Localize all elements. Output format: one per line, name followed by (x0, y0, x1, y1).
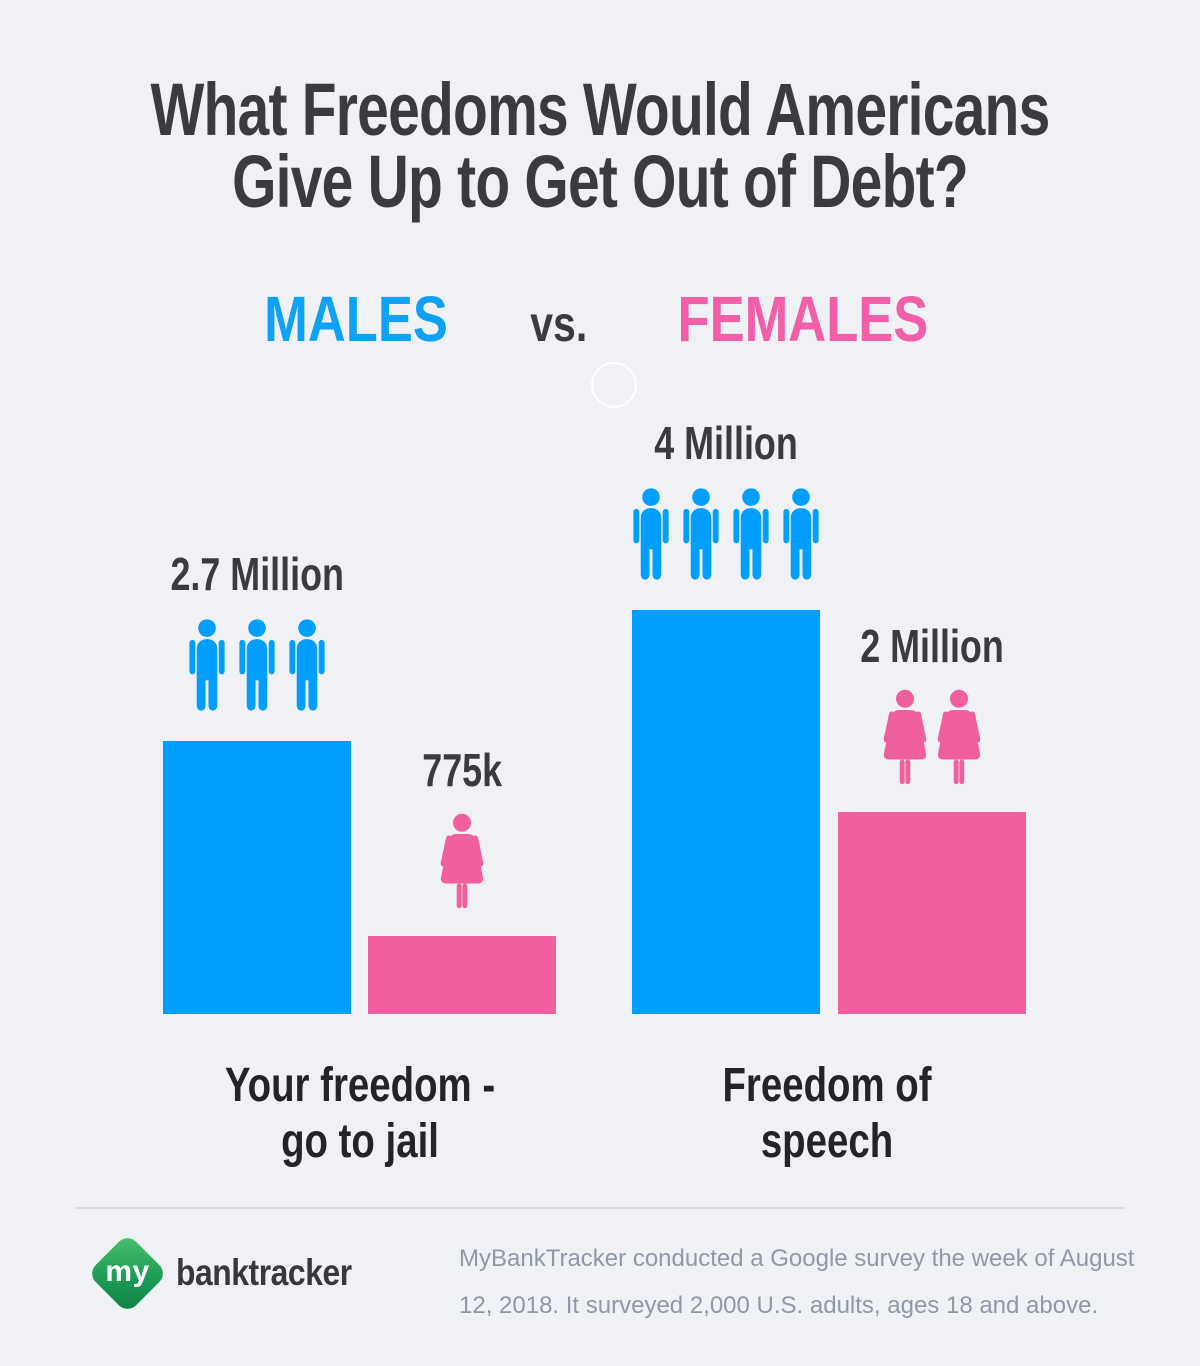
value-label-males-speech: 4 Million (654, 417, 798, 469)
male-person-icons-row (629, 486, 823, 586)
category-label-speech: Freedom of speech (667, 1058, 987, 1170)
category-label-speech-line-2: speech (760, 1115, 894, 1168)
male-person-icon (683, 488, 719, 580)
male-person-icon (289, 619, 325, 711)
logo-my-text: my (105, 1254, 150, 1288)
bar-chart: 2.7 Million 775k 4 M (163, 416, 1026, 1014)
footer-divider (75, 1207, 1125, 1209)
female-person-icon (883, 689, 927, 785)
value-label-males-jail: 2.7 Million (170, 548, 344, 600)
bar-females-speech (838, 812, 1026, 1014)
male-person-icon (733, 488, 769, 580)
male-person-icon (189, 619, 225, 711)
bar-males-speech (632, 610, 820, 1014)
male-person-icons-row (185, 617, 329, 717)
legend-vs-label: vs. (530, 296, 588, 352)
bar-column-females-speech: 2 Million (838, 619, 1026, 1014)
survey-note-line-1: MyBankTracker conducted a Google survey … (459, 1245, 1135, 1272)
male-person-icon (633, 488, 669, 580)
bar-females-jail (368, 936, 556, 1014)
legend-females-label: FEMALES (677, 283, 929, 355)
legend-males-label: MALES (264, 283, 449, 355)
page-title-line-1: What Freedoms Would Americans (150, 68, 1050, 151)
male-person-icon (783, 488, 819, 580)
bar-column-males-jail: 2.7 Million (163, 547, 351, 1014)
value-label-females-speech: 2 Million (860, 620, 1004, 672)
female-person-icons-row (438, 813, 486, 912)
category-label-jail-line-2: go to jail (281, 1115, 439, 1168)
bar-males-jail (163, 741, 351, 1014)
female-person-icon (440, 813, 484, 909)
value-label-females-jail: 775k (422, 744, 502, 796)
female-person-icon (937, 689, 981, 785)
logo-banktracker-text: banktracker (176, 1252, 352, 1293)
bar-column-males-speech: 4 Million (632, 416, 820, 1014)
watermark-circle (591, 362, 637, 408)
male-person-icon (239, 619, 275, 711)
category-label-jail-line-1: Your freedom - (224, 1059, 496, 1112)
page-title-line-2: Give Up to Get Out of Debt? (232, 140, 969, 223)
bar-column-females-jail: 775k (368, 743, 556, 1014)
female-person-icons-row (881, 689, 983, 788)
survey-note-line-2: 12, 2018. It surveyed 2,000 U.S. adults,… (459, 1292, 1099, 1319)
category-label-jail: Your freedom - go to jail (200, 1058, 520, 1170)
category-label-speech-line-1: Freedom of (722, 1059, 932, 1112)
page-title: What Freedoms Would Americans Give Up to… (138, 68, 1062, 223)
survey-note: MyBankTracker conducted a Google survey … (459, 1235, 1134, 1329)
gender-legend: MALES vs. FEMALES (0, 282, 1200, 356)
